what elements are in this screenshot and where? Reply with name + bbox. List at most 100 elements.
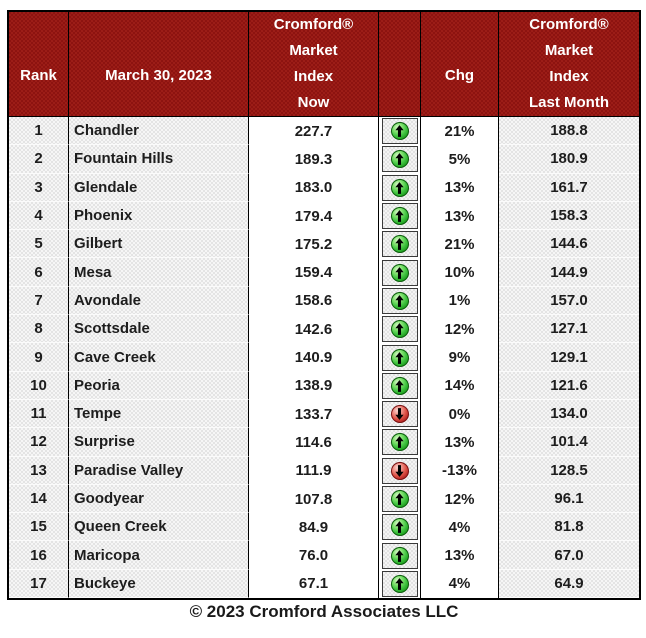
- city-cell: Maricopa: [69, 541, 249, 570]
- rank-cell: 10: [9, 371, 69, 400]
- city-cell: Peoria: [69, 371, 249, 400]
- trend-cell: [379, 117, 421, 146]
- table-row: 7 Avondale 158.6 1% 157.0: [9, 286, 639, 316]
- header-index-last-line: Index: [549, 68, 589, 85]
- rank-cell: 16: [9, 541, 69, 570]
- rank-cell: 11: [9, 399, 69, 429]
- rank-cell: 17: [9, 569, 69, 599]
- trend-up-icon: [381, 429, 418, 456]
- index-now-cell: 158.6: [249, 286, 379, 316]
- header-rank-label: Rank: [20, 67, 57, 84]
- header-trend-spacer: [379, 12, 421, 116]
- city-cell: Goodyear: [69, 484, 249, 514]
- chg-cell: 14%: [421, 371, 499, 400]
- index-now-cell: 114.6: [249, 428, 379, 457]
- table-body: 1 Chandler 227.7 21% 188.8 2 Fountain Hi…: [9, 117, 639, 599]
- trend-up-icon: [381, 570, 418, 597]
- table-row: 3 Glendale 183.0 13% 161.7: [9, 173, 639, 202]
- trend-up-icon: [381, 372, 418, 399]
- trend-cell: [379, 569, 421, 599]
- index-now-cell: 227.7: [249, 117, 379, 146]
- index-last-month-cell: 158.3: [499, 201, 639, 231]
- table-row: 11 Tempe 133.7 0% 134.0: [9, 399, 639, 429]
- index-last-month-cell: 96.1: [499, 484, 639, 514]
- city-cell: Mesa: [69, 258, 249, 287]
- rank-cell: 1: [9, 117, 69, 146]
- header-index-now-line: Index: [293, 68, 334, 85]
- rank-cell: 2: [9, 145, 69, 174]
- table-header-row: Rank March 30, 2023 Cromford® Market Ind…: [9, 12, 639, 117]
- rank-cell: 15: [9, 513, 69, 542]
- city-cell: Scottsdale: [69, 315, 249, 344]
- table-row: 1 Chandler 227.7 21% 188.8: [9, 117, 639, 146]
- index-now-cell: 159.4: [249, 258, 379, 287]
- index-now-cell: 140.9: [249, 343, 379, 372]
- city-cell: Surprise: [69, 428, 249, 457]
- header-date-label: March 30, 2023: [105, 67, 212, 84]
- chg-cell: 13%: [421, 428, 499, 457]
- index-last-month-cell: 144.9: [499, 258, 639, 287]
- table-row: 4 Phoenix 179.4 13% 158.3: [9, 201, 639, 231]
- trend-cell: [379, 541, 421, 570]
- chg-cell: 21%: [421, 117, 499, 146]
- table-row: 8 Scottsdale 142.6 12% 127.1: [9, 315, 639, 344]
- city-cell: Queen Creek: [69, 513, 249, 542]
- trend-up-icon: [381, 118, 418, 145]
- trend-up-icon: [381, 174, 418, 201]
- chg-cell: 13%: [421, 201, 499, 231]
- table-row: 2 Fountain Hills 189.3 5% 180.9: [9, 145, 639, 174]
- city-cell: Avondale: [69, 286, 249, 316]
- index-now-cell: 111.9: [249, 456, 379, 485]
- header-rank: Rank: [9, 12, 69, 116]
- city-cell: Glendale: [69, 173, 249, 202]
- rank-cell: 4: [9, 201, 69, 231]
- index-now-cell: 189.3: [249, 145, 379, 174]
- header-index-last-line: Market: [544, 42, 594, 59]
- header-index-last-line: Cromford®: [529, 16, 609, 33]
- city-cell: Fountain Hills: [69, 145, 249, 174]
- header-index-now: Cromford® Market Index Now: [249, 12, 379, 116]
- table-row: 17 Buckeye 67.1 4% 64.9: [9, 569, 639, 599]
- chg-cell: 9%: [421, 343, 499, 372]
- header-index-last-month: Cromford® Market Index Last Month: [499, 12, 639, 116]
- trend-down-icon: [381, 457, 418, 484]
- index-now-cell: 179.4: [249, 201, 379, 231]
- trend-cell: [379, 399, 421, 429]
- index-last-month-cell: 188.8: [499, 117, 639, 146]
- index-last-month-cell: 157.0: [499, 286, 639, 316]
- city-cell: Phoenix: [69, 201, 249, 231]
- trend-cell: [379, 513, 421, 542]
- table-row: 12 Surprise 114.6 13% 101.4: [9, 428, 639, 457]
- trend-cell: [379, 315, 421, 344]
- index-now-cell: 183.0: [249, 173, 379, 202]
- city-cell: Gilbert: [69, 230, 249, 259]
- trend-up-icon: [381, 146, 418, 173]
- chg-cell: 13%: [421, 173, 499, 202]
- index-last-month-cell: 81.8: [499, 513, 639, 542]
- trend-up-icon: [381, 344, 418, 371]
- city-cell: Chandler: [69, 117, 249, 146]
- chg-cell: 21%: [421, 230, 499, 259]
- rank-cell: 14: [9, 484, 69, 514]
- chg-cell: 1%: [421, 286, 499, 316]
- trend-cell: [379, 484, 421, 514]
- trend-cell: [379, 343, 421, 372]
- trend-cell: [379, 145, 421, 174]
- index-last-month-cell: 101.4: [499, 428, 639, 457]
- trend-up-icon: [381, 259, 418, 286]
- table-row: 13 Paradise Valley 111.9 -13% 128.5: [9, 456, 639, 485]
- table-row: 10 Peoria 138.9 14% 121.6: [9, 371, 639, 400]
- header-chg-label: Chg: [444, 67, 475, 84]
- index-now-cell: 142.6: [249, 315, 379, 344]
- trend-cell: [379, 371, 421, 400]
- rank-cell: 7: [9, 286, 69, 316]
- chg-cell: 12%: [421, 484, 499, 514]
- rank-cell: 3: [9, 173, 69, 202]
- trend-up-icon: [381, 231, 418, 258]
- trend-up-icon: [381, 486, 418, 512]
- index-last-month-cell: 161.7: [499, 173, 639, 202]
- chg-cell: 0%: [421, 399, 499, 429]
- table-row: 5 Gilbert 175.2 21% 144.6: [9, 230, 639, 259]
- rank-cell: 6: [9, 258, 69, 287]
- index-last-month-cell: 144.6: [499, 230, 639, 259]
